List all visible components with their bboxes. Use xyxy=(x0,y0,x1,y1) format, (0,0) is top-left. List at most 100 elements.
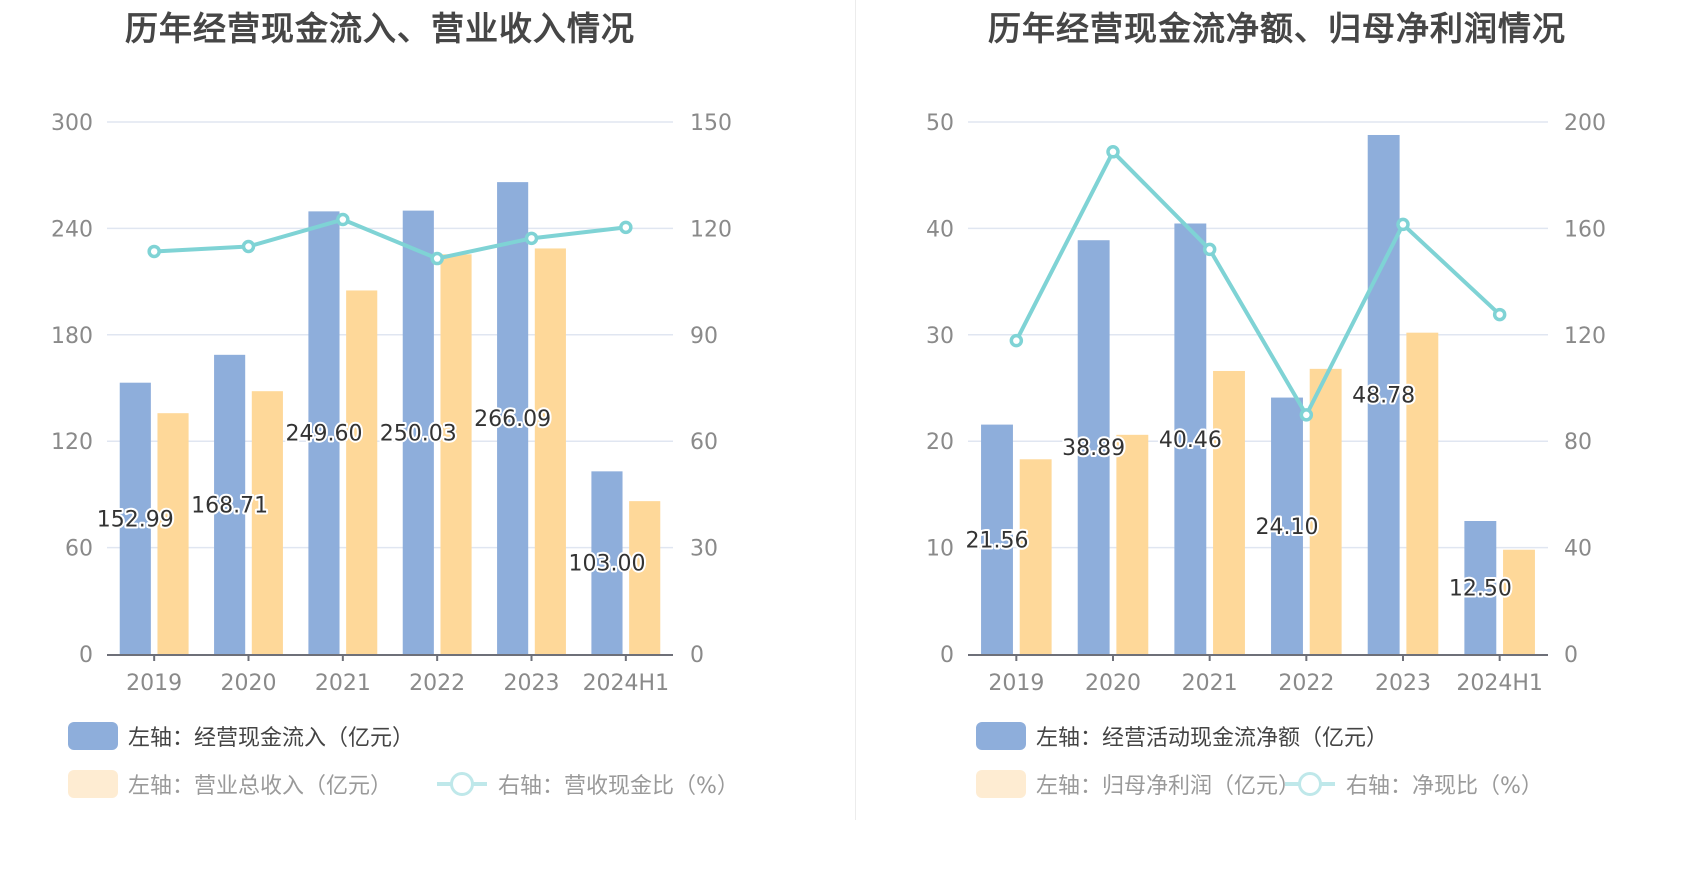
y-axis-left-tick-label: 300 xyxy=(51,111,93,136)
y-axis-right-tick-label: 90 xyxy=(690,324,718,349)
bar-primary xyxy=(402,210,434,654)
chart-title: 历年经营现金流入、营业收入情况 xyxy=(125,9,635,48)
line-point xyxy=(1106,145,1120,159)
x-axis-tick-label: 2020 xyxy=(1085,671,1141,696)
x-axis-tick-label: 2021 xyxy=(1182,671,1238,696)
x-axis-tick-label: 2023 xyxy=(1375,671,1431,696)
legend-item-cash-revenue-ratio[interactable]: 右轴：营收现金比（%） xyxy=(437,769,739,799)
bar-secondary xyxy=(1213,370,1245,654)
bar-secondary xyxy=(440,254,472,655)
y-axis-left-tick-label: 20 xyxy=(926,430,954,455)
panel-divider xyxy=(855,0,856,820)
line-point xyxy=(1202,242,1217,257)
legend-label: 左轴：归母净利润（亿元） xyxy=(1036,774,1301,799)
bar-secondary xyxy=(157,413,189,654)
chart-panel-net-cashflow-profit: 历年经营现金流净额、归母净利润情况 0 0 10 40 20 80 30 120 40 160 50… xyxy=(857,0,1700,874)
line-point xyxy=(1009,333,1024,348)
bar-primary xyxy=(1077,240,1110,655)
bar-primary xyxy=(1464,521,1497,654)
legend-item-net-profit[interactable]: 左轴：归母净利润（亿元） xyxy=(976,769,1300,799)
bar-secondary xyxy=(1503,549,1535,654)
bar-data-label: 21.56 xyxy=(966,528,1029,553)
y-axis-left-tick-label: 0 xyxy=(940,643,954,668)
line-point xyxy=(430,251,444,266)
y-axis-right-tick-label: 120 xyxy=(690,217,732,242)
line-series xyxy=(1014,149,1502,417)
bar-primary xyxy=(119,382,151,654)
bar-secondary xyxy=(1406,332,1439,654)
legend-item-net-cashflow[interactable]: 左轴：经营活动现金流净额（亿元） xyxy=(976,721,1388,751)
line-series xyxy=(154,217,627,261)
legend-item-cash-inflow[interactable]: 左轴：经营现金流入（亿元） xyxy=(68,721,414,751)
legend-swatch-bar-yellow xyxy=(68,770,118,798)
bar-secondary xyxy=(1309,368,1342,654)
bar-primary xyxy=(214,354,246,654)
y-axis-left-tick-label: 10 xyxy=(926,537,954,562)
bar-secondary xyxy=(1019,459,1052,654)
legend-label: 左轴：营业总收入（亿元） xyxy=(128,774,393,799)
legend-label: 左轴：经营现金流入（亿元） xyxy=(128,726,415,751)
bar-secondary xyxy=(629,501,661,654)
y-axis-right-tick-label: 0 xyxy=(690,643,704,668)
y-axis-right-tick-label: 30 xyxy=(690,537,718,562)
bar-data-label: 152.99 xyxy=(97,507,174,532)
bar-data-label: 266.09 xyxy=(474,407,551,432)
x-axis-tick-label: 2024H1 xyxy=(583,671,670,696)
bar-data-label: 12.50 xyxy=(1449,577,1512,602)
bar-secondary xyxy=(1116,434,1149,654)
x-axis-tick-label: 2022 xyxy=(409,671,465,696)
y-axis-right-tick-label: 40 xyxy=(1564,537,1592,562)
chart-canvas: 0 0 10 40 20 80 30 120 40 160 50 200 2019 2020 2021 202… xyxy=(926,111,1606,696)
bar-data-label: 250.03 xyxy=(380,421,457,446)
x-axis-tick-label: 2020 xyxy=(221,671,277,696)
bar-primary xyxy=(591,471,623,654)
bar-primary xyxy=(1367,134,1400,654)
y-axis-left-tick-label: 180 xyxy=(51,324,93,349)
legend-line-circle-icon xyxy=(1285,769,1335,799)
bar-secondary xyxy=(346,290,378,654)
legend-label: 右轴：净现比（%） xyxy=(1346,774,1543,799)
chart-title: 历年经营现金流净额、归母净利润情况 xyxy=(988,9,1566,48)
bar-secondary xyxy=(251,391,283,654)
y-axis-right-tick-label: 0 xyxy=(1564,643,1578,668)
legend-swatch-bar-blue xyxy=(68,722,118,750)
y-axis-right-tick-label: 150 xyxy=(690,111,732,136)
bar-secondary xyxy=(534,248,566,654)
line-point xyxy=(524,231,539,246)
legend-swatch-bar-blue xyxy=(976,722,1026,750)
y-axis-left-tick-label: 240 xyxy=(51,217,93,242)
x-axis-tick-label: 2019 xyxy=(988,671,1044,696)
bar-data-label: 48.78 xyxy=(1352,383,1415,408)
y-axis-left-tick-label: 0 xyxy=(79,643,93,668)
line-point xyxy=(336,212,350,227)
legend-swatch-bar-yellow xyxy=(976,770,1026,798)
y-axis-right-tick-label: 60 xyxy=(690,430,718,455)
x-axis-tick-label: 2021 xyxy=(315,671,371,696)
legend-line-circle-icon xyxy=(437,769,487,799)
y-axis-right-tick-label: 200 xyxy=(1564,111,1606,136)
x-axis-tick-label: 2019 xyxy=(126,671,182,696)
bar-data-label: 40.46 xyxy=(1159,428,1222,453)
bar-primary xyxy=(497,182,529,654)
x-axis-tick-label: 2022 xyxy=(1278,671,1334,696)
bar-data-label: 168.71 xyxy=(191,493,268,518)
line-point xyxy=(1396,217,1410,232)
y-axis-left-tick-label: 30 xyxy=(926,324,954,349)
bar-primary xyxy=(308,211,340,654)
line-point xyxy=(619,220,633,235)
y-axis-right-tick-label: 120 xyxy=(1564,324,1606,349)
y-axis-right-tick-label: 80 xyxy=(1564,430,1592,455)
x-axis-tick-label: 2024H1 xyxy=(1456,671,1543,696)
legend-label: 左轴：经营活动现金流净额（亿元） xyxy=(1036,726,1389,751)
bar-primary xyxy=(1174,223,1207,654)
chart-canvas: 0 0 60 30 120 60 180 90 240 120 300 150 2019 2020 2021… xyxy=(51,111,732,696)
line-point xyxy=(147,244,161,259)
y-axis-left-tick-label: 120 xyxy=(51,430,93,455)
bar-data-label: 24.10 xyxy=(1256,515,1319,540)
bar-primary xyxy=(981,424,1013,654)
y-axis-right-tick-label: 160 xyxy=(1564,217,1606,242)
bar-primary xyxy=(1271,397,1303,654)
legend-item-revenue[interactable]: 左轴：营业总收入（亿元） xyxy=(68,769,392,799)
legend-item-net-cash-ratio[interactable]: 右轴：净现比（%） xyxy=(1285,769,1543,799)
line-point xyxy=(1492,307,1507,322)
